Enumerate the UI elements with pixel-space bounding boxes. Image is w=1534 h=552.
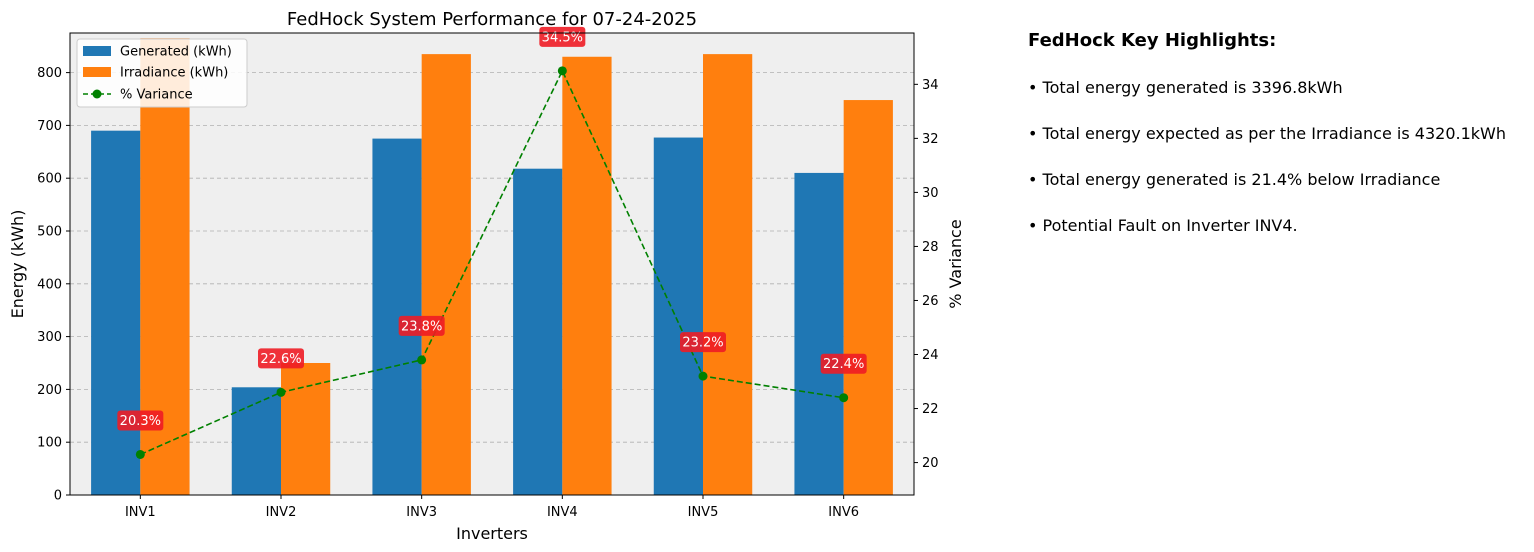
- highlight-item: • Potential Fault on Inverter INV4.: [1028, 216, 1298, 235]
- variance-label: 22.6%: [260, 352, 301, 367]
- variance-label: 20.3%: [120, 414, 161, 429]
- x-tick-label: INV3: [406, 505, 437, 520]
- variance-label-box: [539, 26, 586, 47]
- x-tick-label: INV5: [688, 505, 719, 520]
- legend-label-variance: % Variance: [120, 88, 193, 103]
- legend-marker-variance: [92, 89, 102, 99]
- y-axis-label: Energy (kWh): [8, 210, 27, 319]
- x-axis-label: Inverters: [456, 524, 528, 543]
- variance-label: 23.8%: [401, 319, 442, 334]
- variance-line: [140, 68, 844, 456]
- bar-irradiance: [281, 363, 331, 495]
- variance-point: [698, 371, 708, 381]
- y-tick-label: 600: [37, 172, 62, 187]
- y2-tick-label: 28: [922, 240, 939, 255]
- legend-swatch-generated: [83, 46, 111, 56]
- highlight-item: • Total energy expected as per the Irrad…: [1028, 124, 1506, 143]
- y-tick-label: 100: [37, 436, 62, 451]
- highlights-title: FedHock Key Highlights:: [1028, 30, 1277, 51]
- y-tick-label: 500: [37, 225, 62, 240]
- variance-label-box: [680, 332, 726, 353]
- y2-tick-label: 20: [922, 456, 939, 471]
- bar-generated: [794, 172, 844, 496]
- variance-label: 22.4%: [823, 357, 864, 372]
- y-tick-label: 200: [37, 383, 62, 398]
- variance-label-box: [398, 315, 445, 336]
- variance-point: [276, 387, 286, 397]
- y-tick-label: 0: [54, 489, 62, 504]
- y-tick-label: 700: [37, 119, 62, 134]
- plot-frame: [69, 32, 915, 496]
- y2-tick-label: 22: [922, 402, 939, 417]
- y2-tick-label: 32: [922, 132, 939, 147]
- bar-generated: [513, 168, 563, 496]
- bar-generated: [653, 137, 703, 495]
- variance-point: [839, 393, 849, 403]
- bar-generated: [91, 130, 141, 495]
- plot-background: [70, 33, 914, 495]
- y-tick-label: 800: [37, 66, 62, 81]
- y2-tick-label: 34: [922, 78, 939, 93]
- variance-label-box: [258, 348, 304, 369]
- variance-point: [417, 355, 427, 365]
- variance-label: 34.5%: [542, 30, 583, 45]
- variance-point: [135, 449, 145, 459]
- bar-irradiance: [843, 100, 893, 495]
- legend-label-irradiance: Irradiance (kWh): [120, 66, 228, 81]
- y-tick-label: 400: [37, 277, 62, 292]
- y2-tick-label: 24: [922, 348, 939, 363]
- x-tick-label: INV1: [125, 505, 156, 520]
- x-tick-label: INV2: [266, 505, 297, 520]
- highlight-item: • Total energy generated is 21.4% below …: [1028, 170, 1441, 189]
- variance-label: 23.2%: [682, 336, 723, 351]
- variance-label-box: [117, 410, 164, 431]
- bar-irradiance: [562, 56, 612, 495]
- highlights-panel: FedHock Key Highlights: • Total energy g…: [1028, 30, 1528, 262]
- legend-swatch-irradiance: [83, 67, 111, 77]
- y2-tick-label: 26: [922, 294, 939, 309]
- x-tick-label: INV4: [547, 505, 578, 520]
- variance-point: [557, 66, 567, 76]
- legend-label-generated: Generated (kWh): [120, 45, 232, 60]
- bar-irradiance: [421, 54, 471, 496]
- y2-tick-label: 30: [922, 186, 939, 201]
- highlight-item: • Total energy generated is 3396.8kWh: [1028, 78, 1343, 97]
- bar-generated: [231, 387, 281, 495]
- variance-label-box: [820, 353, 867, 374]
- performance-chart: 20.3% 22.6% 23.8% 34.5% 23.2% 22.4% 0 100 200 300…: [8, 9, 965, 543]
- legend-box: [76, 38, 248, 108]
- y2-axis-label: % Variance: [946, 219, 965, 308]
- chart-title: FedHock System Performance for 07-24-202…: [287, 9, 697, 30]
- x-tick-label: INV6: [828, 505, 859, 520]
- y-tick-label: 300: [37, 330, 62, 345]
- bar-irradiance: [703, 54, 753, 496]
